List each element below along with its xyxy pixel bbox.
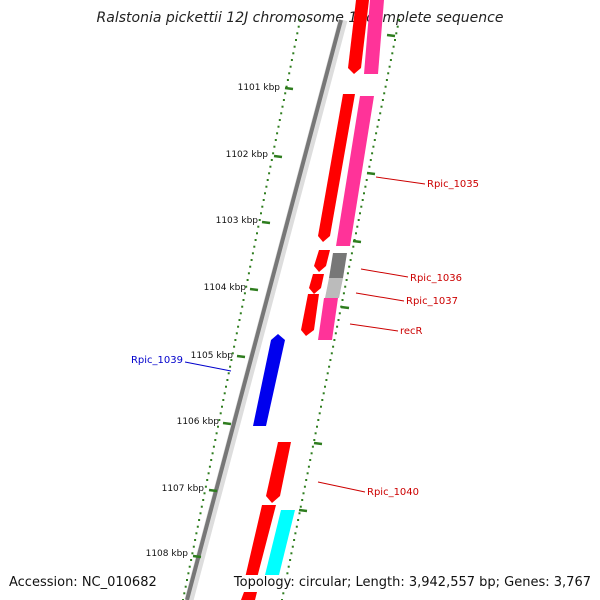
chromosome-backbone-line (185, 19, 343, 600)
gene-arrow (314, 250, 330, 272)
minor-ticks-right (281, 19, 400, 600)
tick-label-1103: 1103 kbp (216, 216, 259, 226)
gene-label-recr[interactable]: recR (400, 326, 423, 337)
gene-arrow (301, 294, 319, 336)
cds-features (265, 0, 384, 575)
map-title: Ralstonia pickettii 12J chromosome 1, co… (96, 10, 504, 26)
cds-feature (325, 278, 343, 298)
forward-genes (241, 0, 369, 600)
gene-arrow (241, 592, 257, 600)
reverse-gene-arrow (253, 334, 285, 426)
cds-feature (336, 96, 374, 246)
cds-feature (329, 253, 347, 278)
tick-label-1104: 1104 kbp (204, 283, 247, 293)
tick-label-1101: 1101 kbp (238, 83, 281, 93)
gene-label-rpic-1036[interactable]: Rpic_1036 (410, 273, 462, 284)
major-ticks-left (192, 86, 294, 559)
cds-feature (265, 510, 295, 575)
accession-text: Accession: NC_010682 (9, 575, 157, 590)
minor-ticks-left (182, 19, 301, 600)
cds-feature (364, 0, 384, 74)
gene-arrow (309, 274, 324, 294)
label-leader-lines (184, 176, 426, 493)
gene-label-rpic-1039[interactable]: Rpic_1039 (131, 355, 183, 366)
gene-arrow (266, 442, 291, 503)
tick-label-1106: 1106 kbp (177, 417, 220, 427)
gene-arrow (348, 0, 369, 74)
gene-label-rpic-1035[interactable]: Rpic_1035 (427, 179, 479, 190)
tick-label-1108: 1108 kbp (146, 549, 189, 559)
topology-summary: Topology: circular; Length: 3,942,557 bp… (231, 575, 591, 590)
cds-feature (318, 298, 338, 340)
tick-label-1105: 1105 kbp (191, 351, 234, 361)
gene-arrow (318, 94, 355, 242)
gene-arrow (245, 505, 276, 586)
gene-label-rpic-1040[interactable]: Rpic_1040 (367, 487, 419, 498)
tick-label-1107: 1107 kbp (162, 484, 205, 494)
tick-label-1102: 1102 kbp (226, 150, 269, 160)
gene-label-rpic-1037[interactable]: Rpic_1037 (406, 296, 458, 307)
